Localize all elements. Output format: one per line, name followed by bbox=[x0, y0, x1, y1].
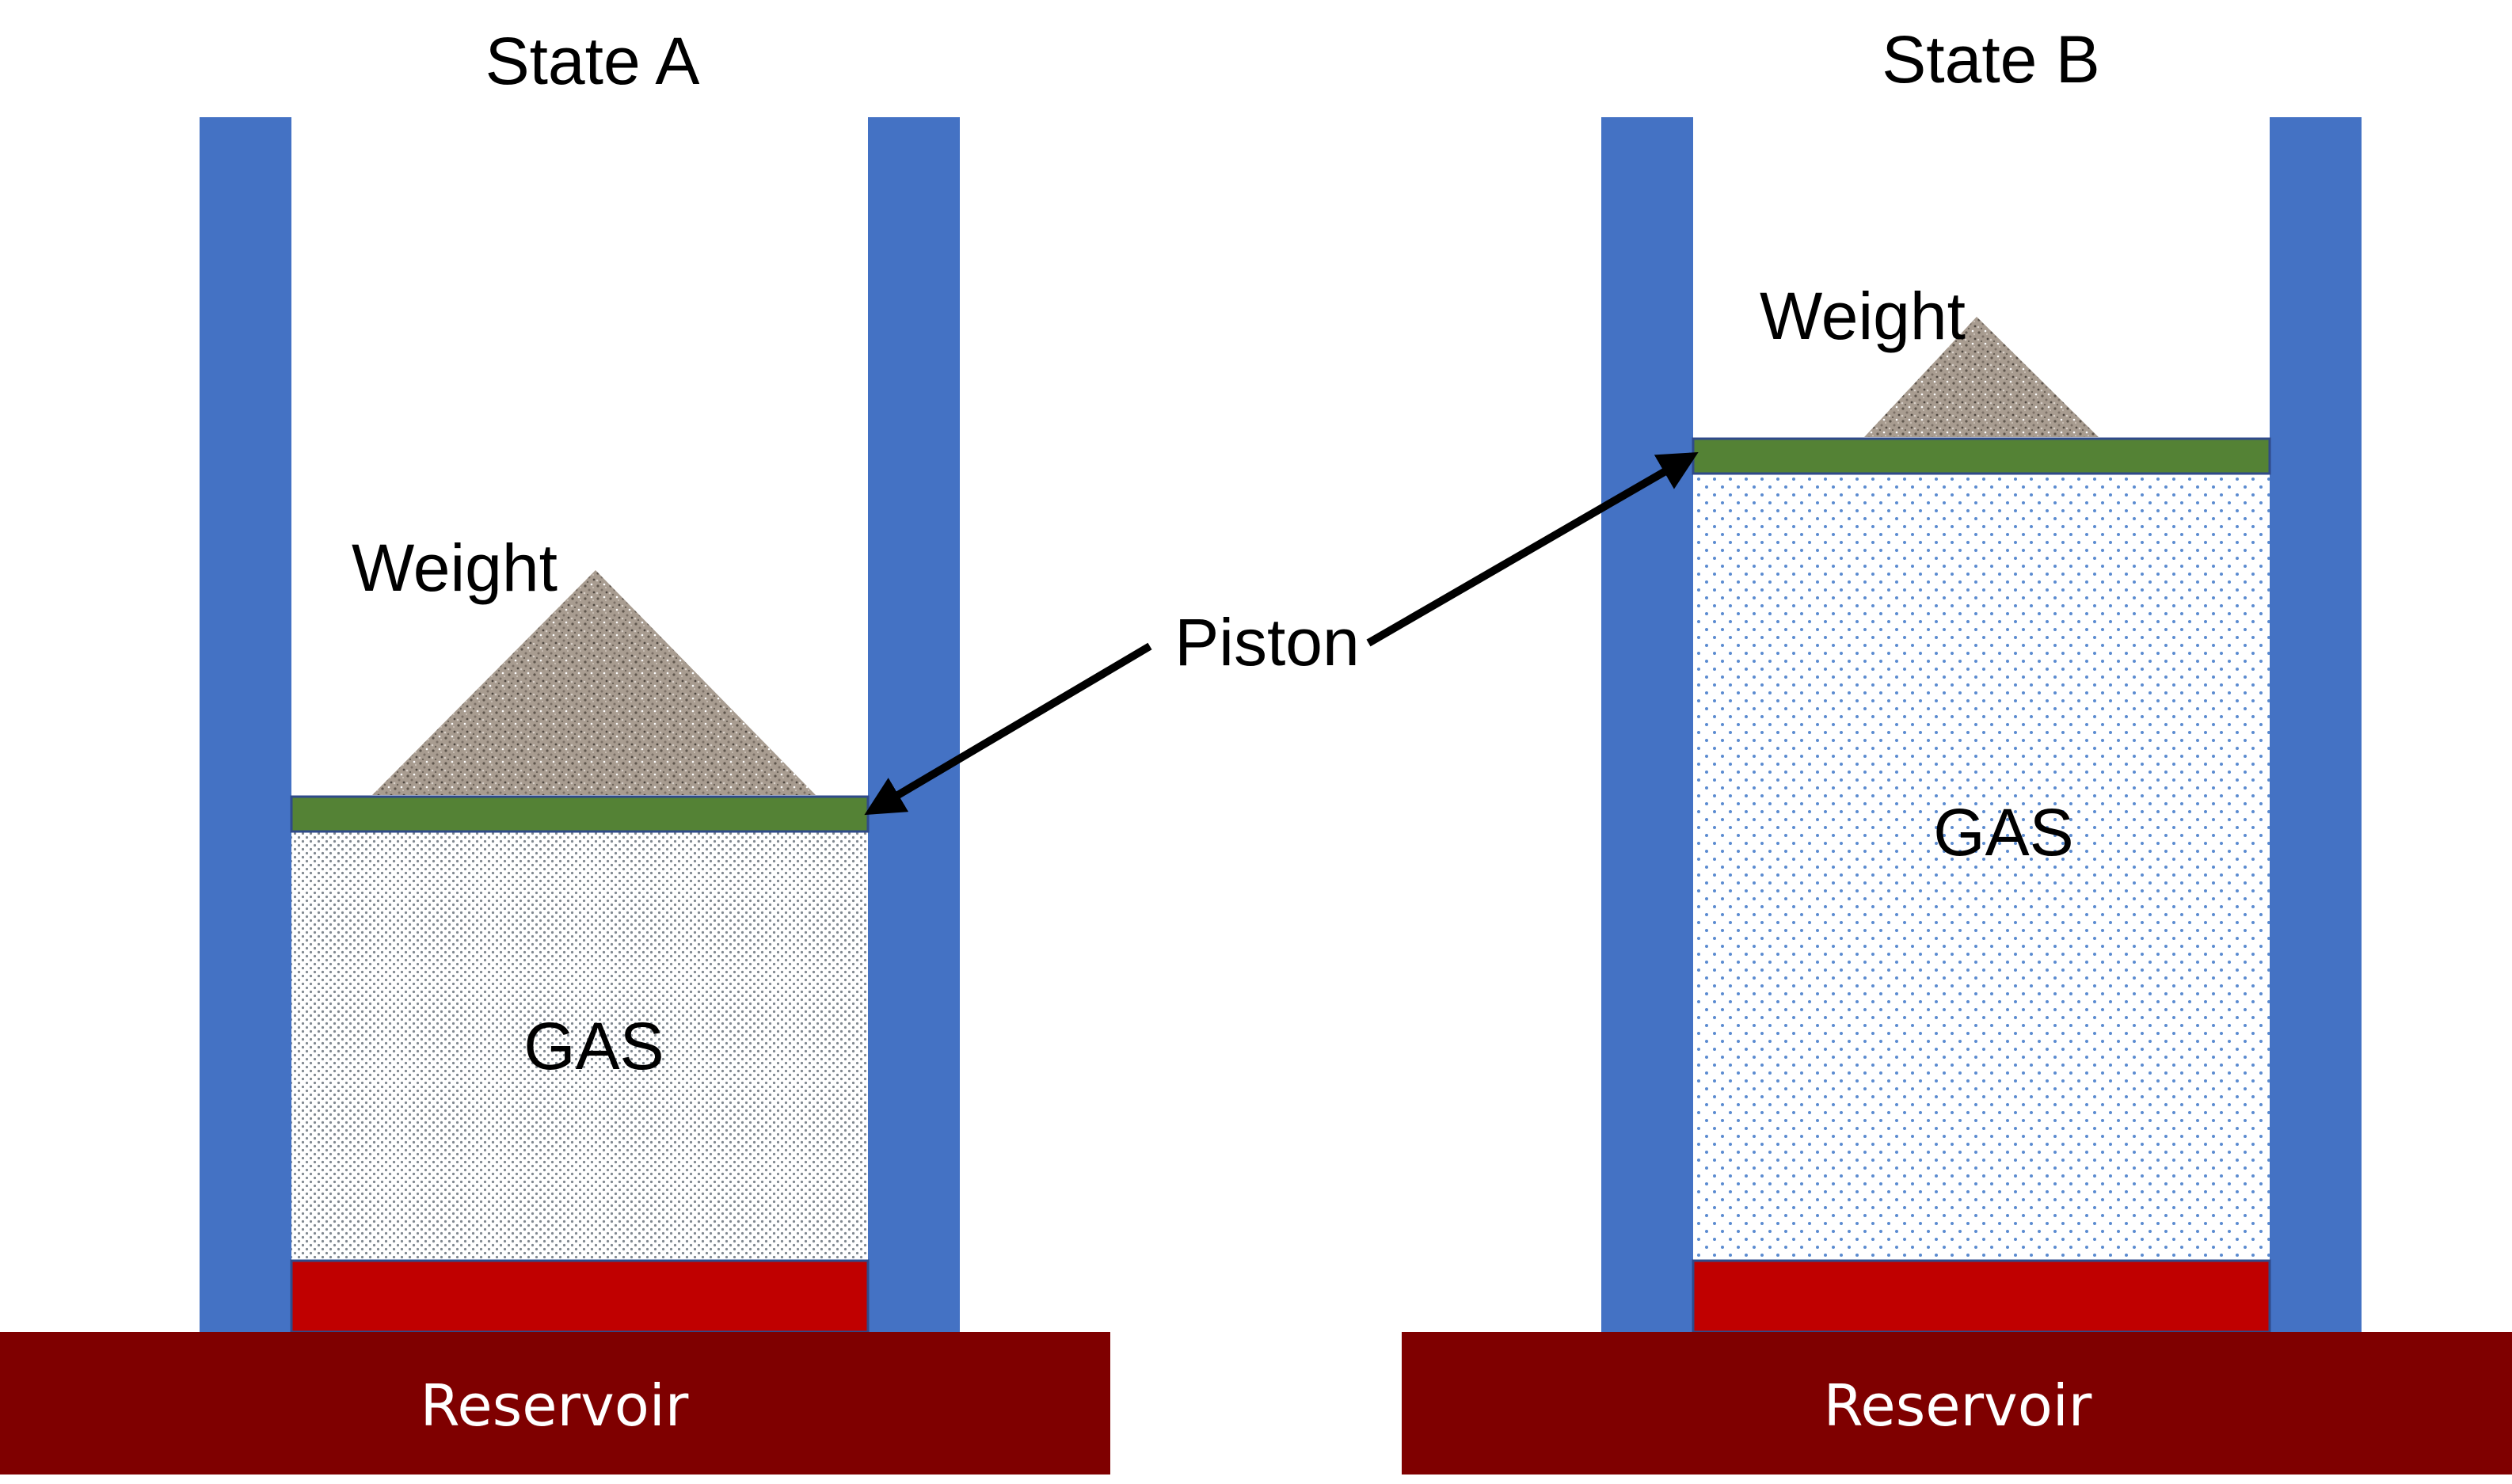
state-b-weight-label: Weight bbox=[1760, 279, 1966, 353]
piston-arrow-right bbox=[1366, 451, 1699, 647]
state-a-reservoir-label: Reservoir bbox=[421, 1372, 689, 1439]
state-b-gas-label: GAS bbox=[1933, 795, 2073, 869]
piston-arrow-left bbox=[864, 642, 1152, 816]
piston-callout: Piston bbox=[864, 451, 1699, 816]
state-a-gas-label: GAS bbox=[523, 1009, 664, 1083]
state-a-weight-label: Weight bbox=[352, 531, 558, 605]
state-b-gas-region bbox=[1693, 474, 2270, 1261]
state-a-left-wall bbox=[200, 117, 291, 1332]
state-a-title: State A bbox=[485, 24, 700, 98]
state-b-left-wall bbox=[1601, 117, 1693, 1332]
state-a: State A GAS Weight Reservoir bbox=[0, 24, 1110, 1474]
state-b: State B GAS Weight Reservoir bbox=[1402, 22, 2512, 1474]
state-a-heater bbox=[290, 1259, 870, 1334]
state-b-reservoir bbox=[1402, 1332, 2512, 1474]
state-a-weight bbox=[372, 570, 816, 795]
state-b-piston bbox=[1692, 437, 2271, 475]
state-a-piston bbox=[290, 795, 870, 833]
state-b-right-wall bbox=[2270, 117, 2362, 1332]
state-a-gas-region bbox=[291, 831, 868, 1261]
state-b-title: State B bbox=[1882, 22, 2100, 97]
state-a-right-wall bbox=[868, 117, 960, 1332]
state-b-weight bbox=[1864, 317, 2099, 437]
piston-label: Piston bbox=[1174, 605, 1359, 679]
state-a-reservoir bbox=[0, 1332, 1110, 1474]
state-b-heater bbox=[1692, 1259, 2271, 1334]
state-b-reservoir-label: Reservoir bbox=[1824, 1372, 2092, 1439]
